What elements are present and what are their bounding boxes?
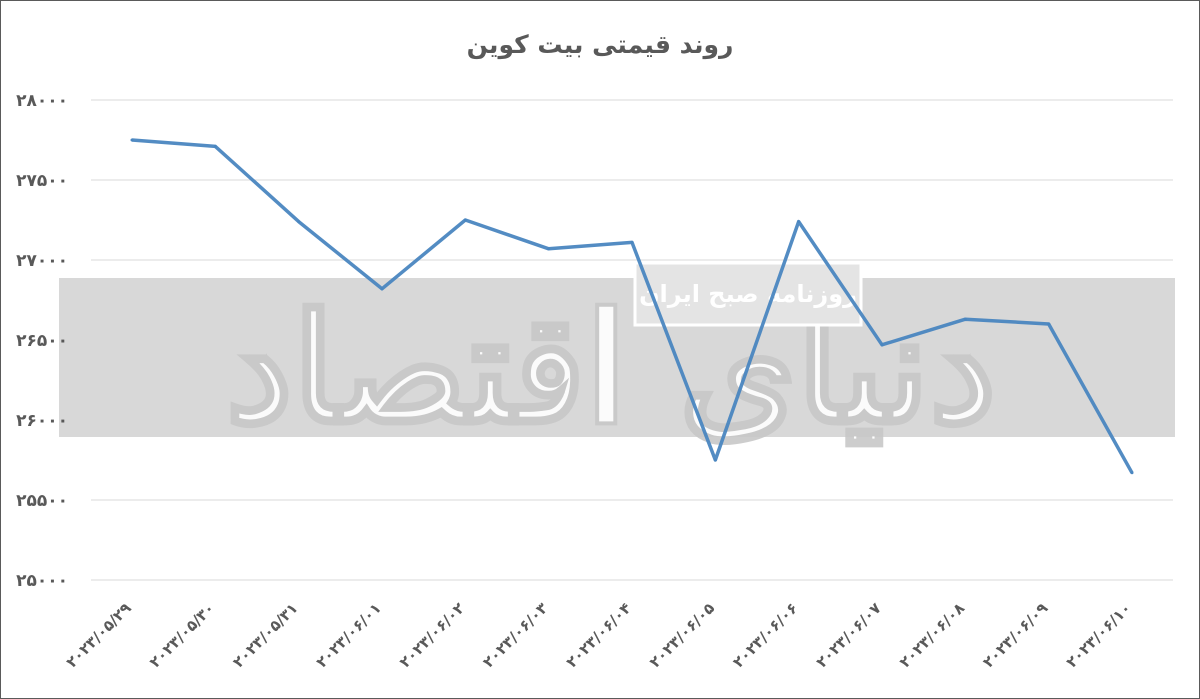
chart-title: روند قیمتی بیت کوین [467,30,734,60]
watermark-subtext: روزنامه صبح ایران [639,280,857,308]
y-axis-ticks: ۲۵۰۰۰ ۲۵۵۰۰ ۲۶۰۰۰ ۲۶۵۰۰ ۲۷۰۰۰ ۲۷۵۰۰ ۲۸۰۰۰ [16,91,68,591]
y-tick-label: ۲۷۵۰۰ [16,171,68,191]
x-tick-label: ۲۰۲۳/۰۶/۰۸ [896,599,968,671]
x-tick-label: ۲۰۲۳/۰۵/۲۹ [63,599,135,671]
data-point [547,247,551,251]
y-tick-label: ۲۶۵۰۰ [16,331,68,351]
data-point [213,144,217,148]
data-point [630,240,634,244]
x-tick-label: ۲۰۲۳/۰۶/۱۰ [1063,599,1135,671]
x-tick-label: ۲۰۲۳/۰۵/۳۱ [229,599,301,671]
x-tick-label: ۲۰۲۳/۰۶/۰۴ [563,599,635,671]
watermark-band [59,278,1175,437]
data-point [130,138,134,142]
y-tick-label: ۲۷۰۰۰ [16,251,68,271]
data-point [463,218,467,222]
data-point [380,287,384,291]
x-tick-label: ۲۰۲۳/۰۶/۰۶ [729,599,801,671]
x-tick-label: ۲۰۲۳/۰۵/۳۰ [146,599,218,671]
data-point [1130,471,1134,475]
x-tick-label: ۲۰۲۳/۰۶/۰۹ [979,599,1051,671]
watermark-text: دنیای اقتصاد [226,281,996,457]
data-point [963,317,967,321]
x-tick-label: ۲۰۲۳/۰۶/۰۲ [396,599,468,671]
data-point [713,458,717,462]
y-tick-label: ۲۵۰۰۰ [16,571,68,591]
data-point [297,220,301,224]
x-tick-label: ۲۰۲۳/۰۶/۰۳ [479,599,551,671]
x-tick-label: ۲۰۲۳/۰۶/۰۱ [313,599,385,671]
data-point [880,343,884,347]
y-tick-label: ۲۸۰۰۰ [16,91,68,111]
x-tick-label: ۲۰۲۳/۰۶/۰۷ [813,599,885,671]
x-tick-label: ۲۰۲۳/۰۶/۰۵ [646,599,718,671]
data-point [1047,322,1051,326]
y-tick-label: ۲۵۵۰۰ [16,491,68,511]
data-point [797,220,801,224]
series-layer [130,138,1134,475]
x-axis-ticks: ۲۰۲۳/۰۵/۲۹ ۲۰۲۳/۰۵/۳۰ ۲۰۲۳/۰۵/۳۱ ۲۰۲۳/۰۶/۰۱… [63,599,1135,671]
y-tick-label: ۲۶۰۰۰ [16,411,68,431]
watermark-sub-box [633,261,863,327]
gridlines [91,99,1173,581]
